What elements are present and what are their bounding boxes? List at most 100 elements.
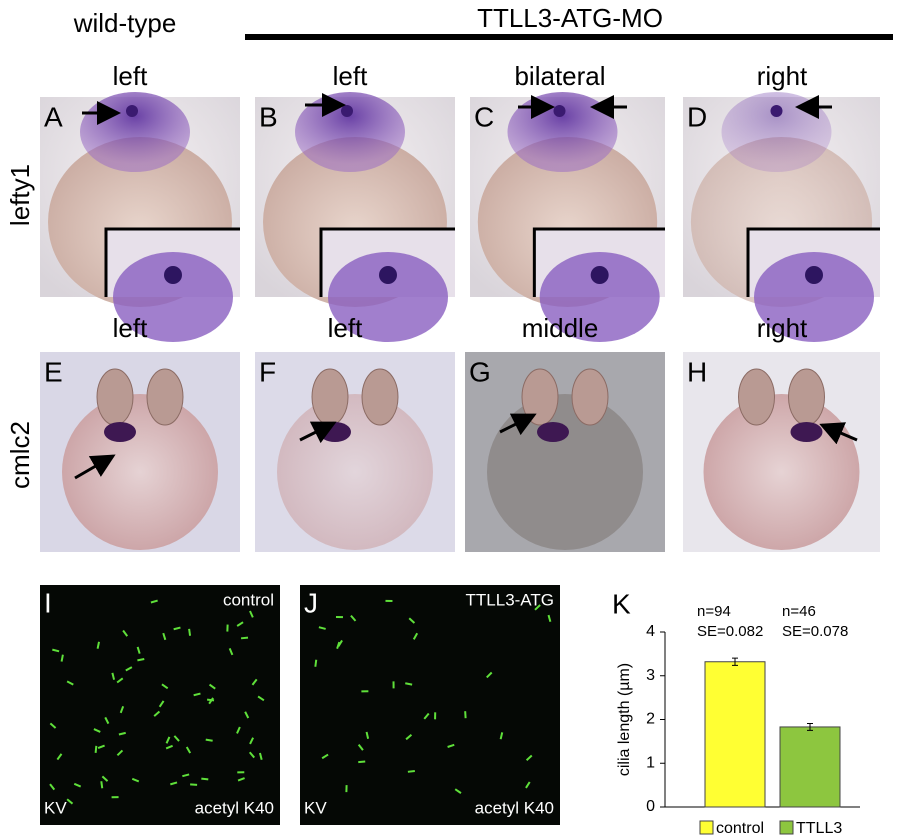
cilium [188, 628, 192, 636]
cilium [52, 648, 60, 653]
signal [553, 105, 566, 117]
legend-label: control [716, 820, 764, 837]
cilium [93, 728, 101, 733]
cilium [358, 760, 366, 764]
cilium [153, 710, 161, 717]
cilium [73, 782, 82, 788]
arrow [299, 421, 337, 444]
cilium [407, 769, 415, 773]
error-bar [807, 723, 813, 731]
cilium [170, 781, 178, 786]
panel-letter: I [44, 587, 52, 618]
panel-label: left [113, 61, 148, 91]
cilium [525, 781, 531, 789]
cilium [248, 751, 256, 759]
region-label: KV [44, 798, 67, 817]
cilium [499, 732, 504, 740]
eye [788, 368, 825, 426]
cilium [408, 617, 416, 624]
inset-signal [164, 266, 182, 284]
signal [770, 105, 783, 117]
legend-label: TTLL3 [796, 820, 842, 837]
eye [96, 368, 134, 426]
bar [779, 726, 841, 808]
treatment-bar [245, 34, 893, 40]
error-bar [732, 657, 738, 666]
cilium [158, 700, 165, 708]
cilium [182, 773, 190, 778]
cilium [454, 788, 462, 794]
cilium [137, 657, 145, 662]
embryo-body [62, 394, 218, 550]
embryo-body [487, 394, 643, 550]
arrow [819, 422, 858, 445]
inset-embryo [754, 252, 875, 342]
cilium [447, 743, 455, 748]
cilium [173, 735, 180, 742]
cilium [116, 677, 124, 684]
cilium [240, 636, 249, 640]
y-tick-label: 1 [646, 754, 655, 771]
cilium [118, 731, 126, 736]
cilium [66, 680, 74, 686]
arrow [499, 413, 537, 436]
panel-letter: G [469, 356, 491, 387]
annotation: n=94 [697, 603, 731, 620]
annotation: SE=0.082 [697, 623, 763, 640]
cilium [131, 777, 140, 783]
cilium [136, 646, 141, 654]
cilium [237, 777, 245, 782]
panel-label: left [333, 61, 368, 91]
cilium [547, 614, 552, 623]
cilium [49, 722, 57, 729]
panel-letter: J [304, 587, 318, 618]
cilium [412, 632, 419, 640]
cilium [111, 672, 116, 680]
stain-label: acetyl K40 [195, 798, 274, 817]
bar [704, 661, 766, 808]
inset-border [746, 227, 880, 297]
signal [126, 105, 138, 117]
cilium [423, 712, 430, 720]
row-label: cmlc2 [5, 421, 35, 489]
cilium [122, 629, 129, 637]
cilium [257, 695, 265, 702]
photo [300, 585, 560, 825]
y-tick-label: 0 [646, 798, 655, 815]
eye [361, 368, 399, 426]
cilium [193, 692, 201, 697]
control-label: wild-type [73, 8, 177, 38]
panel-label: left [328, 313, 363, 343]
panel-label: middle [522, 313, 599, 343]
cilium [249, 737, 254, 745]
cilium [116, 749, 124, 756]
panel-letter: F [259, 356, 276, 387]
cilium [228, 648, 234, 656]
cilium [100, 781, 104, 789]
inset-border [319, 227, 455, 297]
inset-border [532, 227, 665, 297]
treatment-label: TTLL3-ATG-MO [477, 3, 663, 33]
cilium [150, 599, 158, 604]
y-tick-label: 3 [646, 667, 655, 684]
stain-label: acetyl K40 [475, 798, 554, 817]
cilium [405, 733, 413, 741]
cilium [236, 621, 244, 627]
y-tick-label: 2 [646, 711, 655, 728]
panel-letter: C [474, 101, 494, 132]
annotation: n=46 [782, 603, 816, 620]
cilium [165, 744, 173, 750]
inset-embryo [113, 252, 233, 342]
panel-label: right [757, 313, 808, 343]
cilium [49, 783, 56, 791]
embryo-head [721, 92, 832, 172]
panel-letter: K [612, 588, 631, 619]
cilium [101, 775, 109, 782]
row-label: lefty1 [5, 164, 35, 226]
panel-letter: H [687, 356, 707, 387]
legend-swatch [699, 820, 714, 835]
cilium [185, 746, 192, 754]
heart-signal [104, 422, 136, 442]
cilium [162, 632, 167, 641]
eye [571, 368, 609, 426]
